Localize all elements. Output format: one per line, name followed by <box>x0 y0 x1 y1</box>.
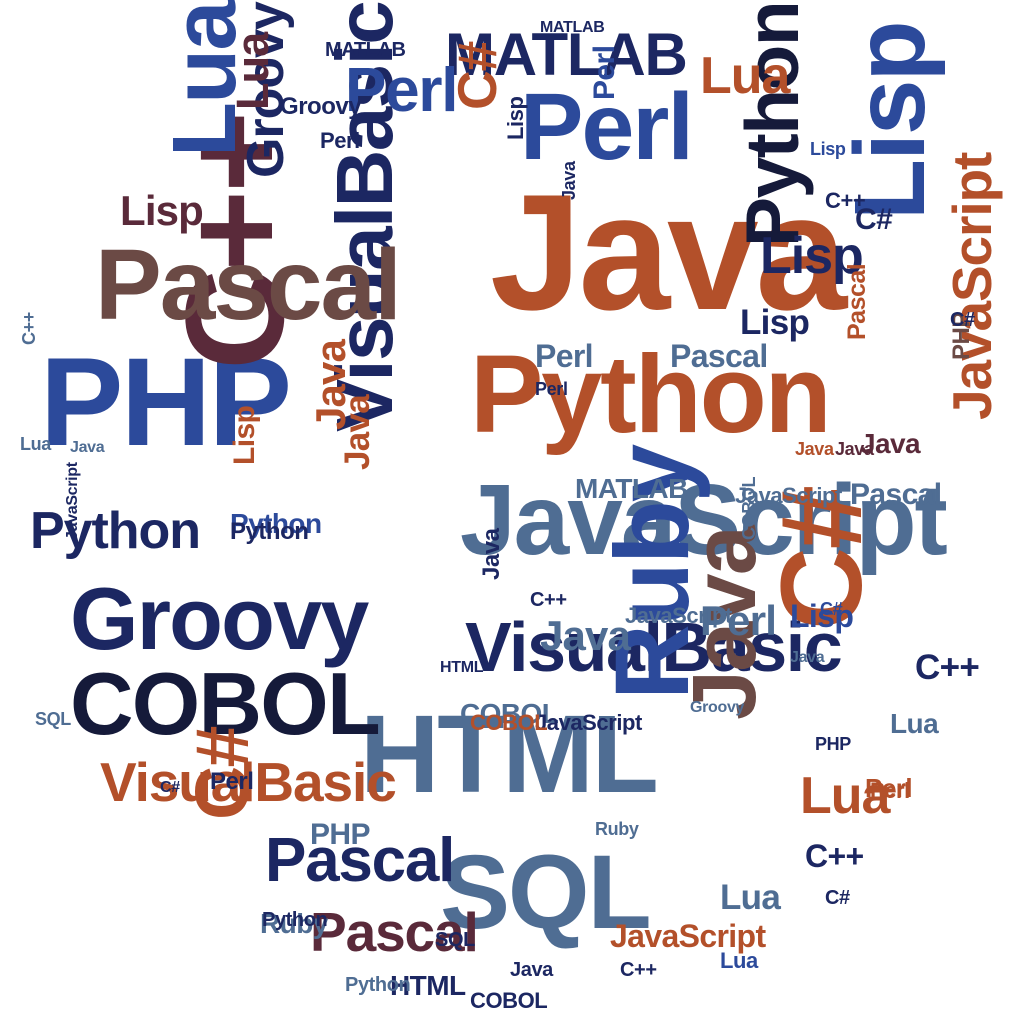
cloud-word: COBOL <box>470 988 548 1013</box>
cloud-word: Pascal <box>670 338 768 374</box>
cloud-word: Lisp <box>740 303 810 342</box>
cloud-word: C# <box>825 887 850 909</box>
cloud-word: C++ <box>805 838 864 874</box>
cloud-word: Perl <box>870 778 910 803</box>
cloud-word: Java <box>860 428 921 459</box>
cloud-word: Lua <box>20 434 51 454</box>
cloud-word: COBOL <box>460 698 559 729</box>
cloud-word: Python <box>30 502 201 560</box>
cloud-word: C++ <box>530 589 567 611</box>
cloud-word: C++ <box>620 959 657 981</box>
cloud-word: Pascal <box>95 229 402 341</box>
cloud-word: Perl <box>588 45 621 100</box>
cloud-word: HTML <box>440 659 484 676</box>
cloud-word: SQL <box>440 834 652 951</box>
cloud-word: Perl <box>345 56 458 125</box>
cloud-word: Python <box>262 909 328 931</box>
cloud-word: Python <box>230 518 309 545</box>
cloud-word: C# <box>820 599 843 619</box>
cloud-word: Java <box>790 649 825 666</box>
cloud-word: SQL <box>35 709 71 729</box>
cloud-word: Lisp <box>790 598 854 634</box>
cloud-word: JavaScript <box>64 462 81 540</box>
cloud-word: COBOL <box>470 710 548 735</box>
cloud-word: PHP <box>815 734 851 754</box>
cloud-word: Ruby <box>260 908 328 939</box>
cloud-word: Java <box>540 612 631 659</box>
cloud-word: Java <box>70 439 105 456</box>
cloud-word: C# <box>950 309 975 331</box>
cloud-word: HTML <box>360 693 659 816</box>
cloud-word: SQL <box>435 929 475 951</box>
cloud-word: Lua <box>720 878 781 917</box>
cloud-word: Lisp <box>810 139 846 159</box>
cloud-word: C# <box>855 203 893 236</box>
cloud-word: C++ <box>19 312 39 345</box>
cloud-word: Pascal <box>850 478 942 511</box>
cloud-word: Lisp <box>120 187 204 234</box>
cloud-word: Pascal <box>265 826 455 895</box>
cloud-word: MATLAB <box>325 39 406 61</box>
cloud-word: Perl <box>865 773 913 803</box>
cloud-word: Python <box>345 974 411 996</box>
cloud-word: Lua <box>720 948 758 973</box>
cloud-word: Lua <box>800 767 890 825</box>
cloud-word: Java <box>338 394 377 470</box>
cloud-word: Groovy <box>690 699 745 716</box>
cloud-word: Perl <box>520 74 694 180</box>
cloud-word: Lisp <box>760 227 864 285</box>
cloud-word: Perl <box>210 768 254 795</box>
cloud-word: Groovy <box>70 569 369 668</box>
cloud-word: Java <box>559 161 579 200</box>
cloud-word: PHP <box>40 333 292 472</box>
cloud-word: JavaScript <box>941 152 1003 420</box>
cloud-word: VisualBasic <box>100 751 397 813</box>
cloud-word: Java <box>490 160 847 344</box>
cloud-word: MATLAB <box>445 21 688 88</box>
cloud-word: Perl <box>535 338 594 374</box>
cloud-word: MATLAB <box>575 473 688 504</box>
cloud-word: Java <box>835 439 874 459</box>
cloud-word: C# <box>160 779 180 796</box>
cloud-word: Python <box>730 2 814 248</box>
cloud-word: Groovy <box>280 93 362 120</box>
cloud-word: PHP <box>310 818 370 851</box>
cloud-word: Java <box>795 439 834 459</box>
cloud-word: Lua <box>227 32 278 110</box>
cloud-word: Ruby <box>595 819 639 839</box>
cloud-word: JavaScript <box>535 710 642 735</box>
cloud-word: C# <box>446 41 508 110</box>
cloud-word: JavaScript <box>460 464 948 576</box>
cloud-word: C++ <box>825 188 866 213</box>
cloud-word: Lisp <box>503 96 528 140</box>
cloud-word: C++ <box>915 648 980 687</box>
cloud-word: COBOL <box>70 654 381 753</box>
cloud-word: Perl <box>700 597 777 644</box>
cloud-word: Lua <box>890 708 939 739</box>
cloud-word: MATLAB <box>540 19 605 36</box>
cloud-word: VisualBasic <box>465 608 843 686</box>
cloud-word: Pascal <box>310 901 479 963</box>
cloud-word: HTML <box>390 970 466 1001</box>
cloud-word: Pascal <box>843 263 871 340</box>
cloud-word: Lisp <box>228 405 261 465</box>
cloud-word: Perl <box>320 128 360 153</box>
cloud-word: Python <box>470 333 832 456</box>
cloud-word: JavaScript <box>735 483 842 508</box>
cloud-word: Java <box>478 528 505 580</box>
cloud-word: JavaScript <box>610 918 766 954</box>
cloud-word: Java <box>510 959 553 981</box>
cloud-word: Python <box>230 508 322 539</box>
cloud-word: Lua <box>700 47 790 105</box>
cloud-word: Perl <box>535 379 568 399</box>
cloud-word: JavaScript <box>625 603 732 628</box>
